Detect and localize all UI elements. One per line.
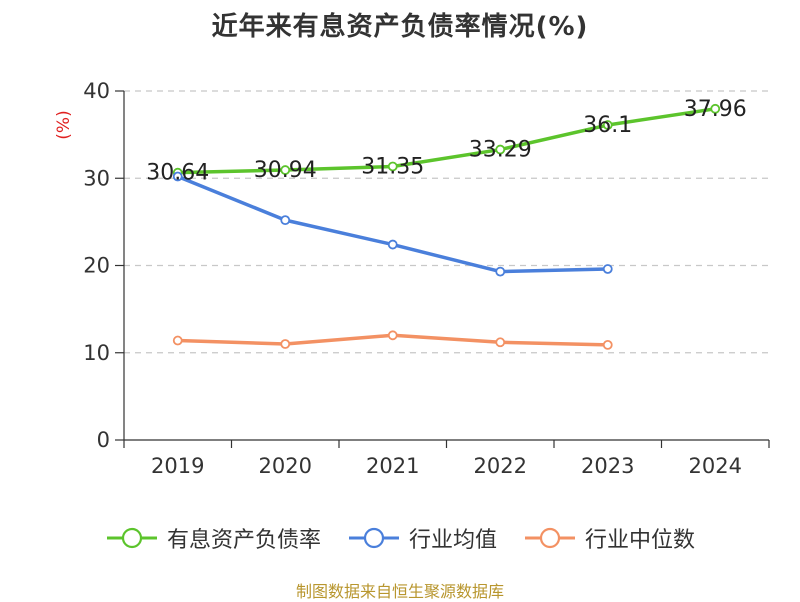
data-point xyxy=(172,335,183,346)
x-tick-label: 2023 xyxy=(581,454,634,478)
y-tick-label: 40 xyxy=(83,79,110,103)
data-point xyxy=(602,120,613,130)
x-tick-label: 2024 xyxy=(689,454,742,478)
x-tick-label: 2019 xyxy=(151,454,204,478)
data-point xyxy=(387,330,398,341)
x-tick-label: 2021 xyxy=(366,454,419,478)
y-tick-label: 30 xyxy=(83,166,110,190)
data-point xyxy=(602,339,613,350)
legend-swatch-icon xyxy=(348,527,399,549)
data-label: 31.35 xyxy=(361,154,424,179)
y-tick-label: 10 xyxy=(83,341,110,365)
data-point xyxy=(172,171,183,182)
data-point xyxy=(495,337,506,348)
grid-lines xyxy=(124,90,769,354)
legend: 有息资产负债率 行业均值 行业中位数 xyxy=(0,520,800,556)
data-label: 30.64 xyxy=(146,161,209,186)
legend-label: 行业均值 xyxy=(408,528,497,553)
axes: 0 10 20 30 40 2019 2020 2021 2022 2023 2024 (%) xyxy=(54,79,770,478)
data-point xyxy=(710,103,721,114)
legend-item[interactable]: 行业中位数 xyxy=(523,522,695,554)
x-tick-label: 2020 xyxy=(259,454,312,478)
y-tick-label: 0 xyxy=(97,428,110,452)
source-note: 制图数据来自恒生聚源数据库 xyxy=(295,582,504,601)
legend-swatch-icon xyxy=(525,527,575,549)
data-label: 37.96 xyxy=(684,97,747,122)
data-labels: 30.64 30.94 31.35 33.29 36.1 37.96 xyxy=(146,97,746,186)
data-point xyxy=(495,144,506,155)
data-point xyxy=(280,339,291,349)
y-axis-label: (%) xyxy=(54,110,74,139)
data-point xyxy=(387,239,398,250)
y-tick-label: 20 xyxy=(83,254,110,278)
legend-item[interactable]: 有息资产负债率 xyxy=(105,522,321,554)
data-point xyxy=(495,266,506,277)
legend-swatch-icon xyxy=(106,527,157,549)
x-tick-label: 2022 xyxy=(474,454,527,478)
series-line-0 xyxy=(176,107,717,175)
data-label: 33.29 xyxy=(469,138,532,163)
legend-item[interactable]: 行业均值 xyxy=(347,522,497,554)
data-label: 30.94 xyxy=(254,158,317,183)
data-point xyxy=(280,165,291,175)
legend-label: 行业中位数 xyxy=(585,528,696,553)
series-line-1 xyxy=(176,174,610,274)
series xyxy=(172,103,721,350)
chart-title: 近年来有息资产负债率情况(%) xyxy=(211,12,589,42)
data-label: 36.1 xyxy=(583,113,632,138)
data-point xyxy=(280,215,291,226)
data-point xyxy=(387,161,398,172)
data-point xyxy=(602,264,613,274)
legend-label: 有息资产负债率 xyxy=(166,528,321,553)
